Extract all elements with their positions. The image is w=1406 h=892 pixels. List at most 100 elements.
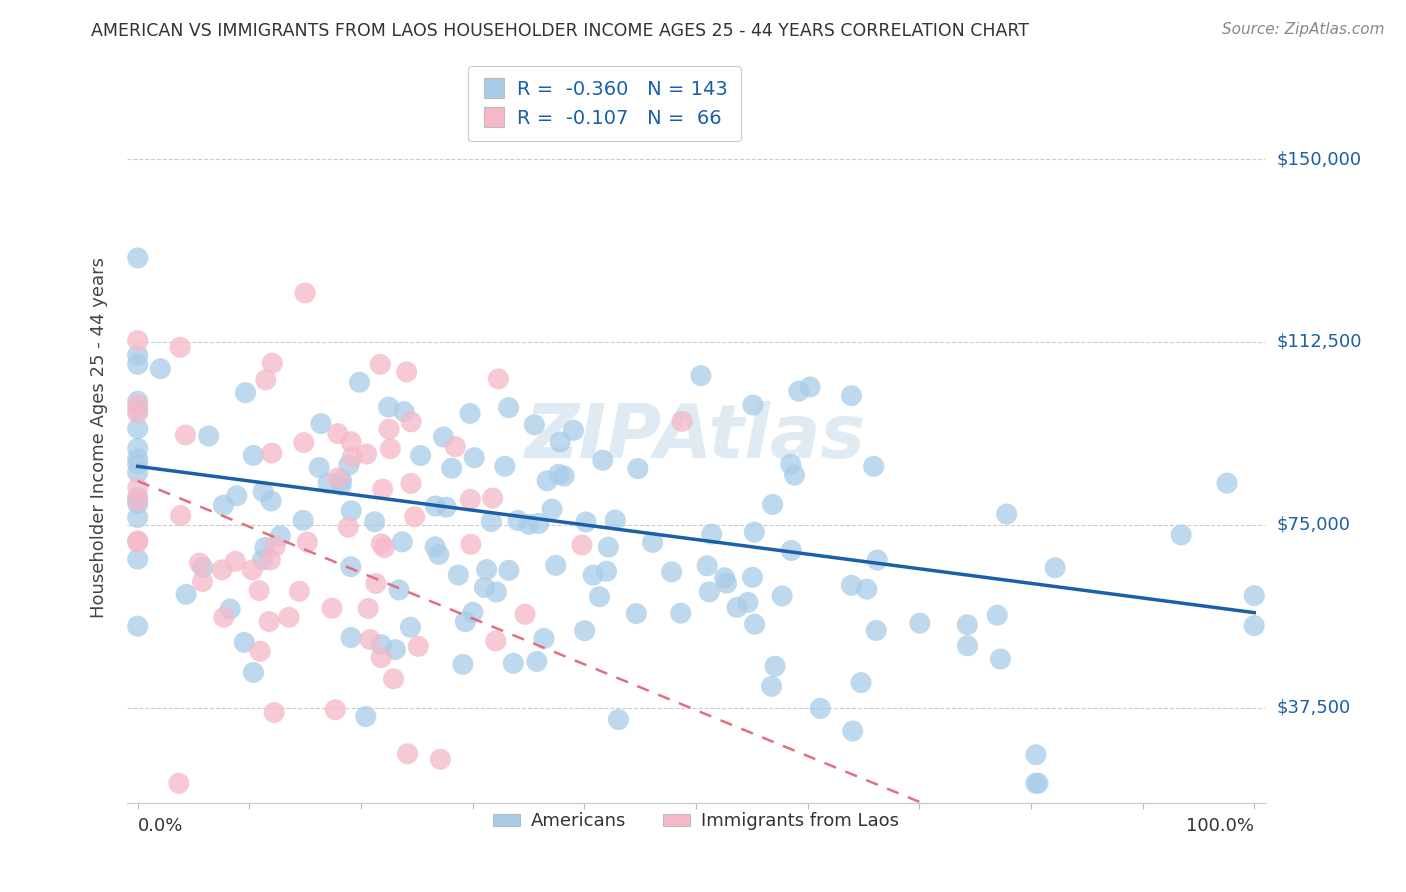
- Point: [174, 428, 197, 442]
- Point: [627, 461, 650, 475]
- Point: [404, 509, 426, 524]
- Point: [460, 537, 482, 551]
- Point: [908, 616, 931, 631]
- Point: [259, 553, 281, 567]
- Point: [479, 515, 502, 529]
- Point: [370, 650, 392, 665]
- Point: [354, 709, 377, 723]
- Point: [127, 251, 149, 265]
- Point: [463, 450, 485, 465]
- Point: [308, 460, 330, 475]
- Point: [225, 489, 247, 503]
- Point: [378, 422, 401, 436]
- Point: [562, 423, 585, 437]
- Point: [1026, 776, 1049, 790]
- Point: [127, 334, 149, 348]
- Point: [127, 422, 149, 436]
- Point: [127, 534, 149, 549]
- Point: [188, 556, 211, 570]
- Point: [527, 516, 550, 531]
- Legend: Americans, Immigrants from Laos: Americans, Immigrants from Laos: [486, 805, 905, 838]
- Point: [127, 490, 149, 504]
- Point: [605, 513, 627, 527]
- Point: [486, 372, 509, 386]
- Point: [1170, 528, 1192, 542]
- Point: [1043, 560, 1066, 574]
- Point: [763, 659, 786, 673]
- Y-axis label: Householder Income Ages 25 - 44 years: Householder Income Ages 25 - 44 years: [90, 257, 108, 617]
- Point: [458, 406, 481, 420]
- Point: [391, 534, 413, 549]
- Point: [169, 340, 191, 354]
- Point: [127, 481, 149, 495]
- Text: AMERICAN VS IMMIGRANTS FROM LAOS HOUSEHOLDER INCOME AGES 25 - 44 YEARS CORRELATI: AMERICAN VS IMMIGRANTS FROM LAOS HOUSEHO…: [91, 22, 1029, 40]
- Point: [321, 601, 343, 615]
- Point: [575, 515, 598, 529]
- Point: [211, 563, 233, 577]
- Point: [191, 560, 214, 574]
- Point: [498, 563, 520, 577]
- Point: [607, 713, 630, 727]
- Point: [330, 478, 353, 492]
- Text: $75,000: $75,000: [1277, 516, 1351, 533]
- Point: [127, 451, 149, 466]
- Point: [395, 365, 418, 379]
- Point: [247, 583, 270, 598]
- Point: [536, 474, 558, 488]
- Point: [808, 701, 831, 715]
- Point: [174, 587, 197, 601]
- Point: [841, 389, 863, 403]
- Point: [197, 429, 219, 443]
- Point: [855, 582, 877, 596]
- Point: [337, 458, 360, 472]
- Point: [264, 539, 287, 553]
- Point: [127, 619, 149, 633]
- Point: [254, 373, 277, 387]
- Point: [641, 535, 664, 549]
- Point: [224, 554, 246, 568]
- Point: [127, 552, 149, 566]
- Point: [671, 414, 693, 428]
- Point: [127, 497, 149, 511]
- Point: [526, 655, 548, 669]
- Point: [541, 502, 564, 516]
- Point: [252, 553, 274, 567]
- Point: [127, 398, 149, 412]
- Point: [292, 513, 315, 527]
- Point: [588, 590, 610, 604]
- Point: [235, 385, 257, 400]
- Point: [440, 461, 463, 475]
- Point: [523, 417, 546, 432]
- Point: [626, 607, 648, 621]
- Point: [260, 446, 283, 460]
- Point: [370, 537, 392, 551]
- Point: [725, 600, 748, 615]
- Point: [697, 585, 720, 599]
- Point: [127, 442, 149, 456]
- Point: [380, 442, 402, 456]
- Point: [762, 498, 785, 512]
- Point: [533, 632, 555, 646]
- Point: [460, 492, 482, 507]
- Point: [475, 563, 498, 577]
- Point: [373, 541, 395, 555]
- Point: [780, 543, 803, 558]
- Point: [326, 471, 349, 485]
- Text: 100.0%: 100.0%: [1187, 817, 1254, 836]
- Point: [799, 380, 821, 394]
- Point: [485, 634, 508, 648]
- Point: [297, 535, 319, 549]
- Point: [269, 529, 291, 543]
- Point: [498, 401, 520, 415]
- Point: [349, 376, 371, 390]
- Point: [368, 357, 391, 371]
- Point: [392, 405, 415, 419]
- Point: [716, 576, 738, 591]
- Point: [127, 457, 149, 471]
- Point: [447, 568, 470, 582]
- Point: [294, 285, 316, 300]
- Point: [396, 747, 419, 761]
- Point: [744, 617, 766, 632]
- Point: [866, 553, 889, 567]
- Text: Source: ZipAtlas.com: Source: ZipAtlas.com: [1222, 22, 1385, 37]
